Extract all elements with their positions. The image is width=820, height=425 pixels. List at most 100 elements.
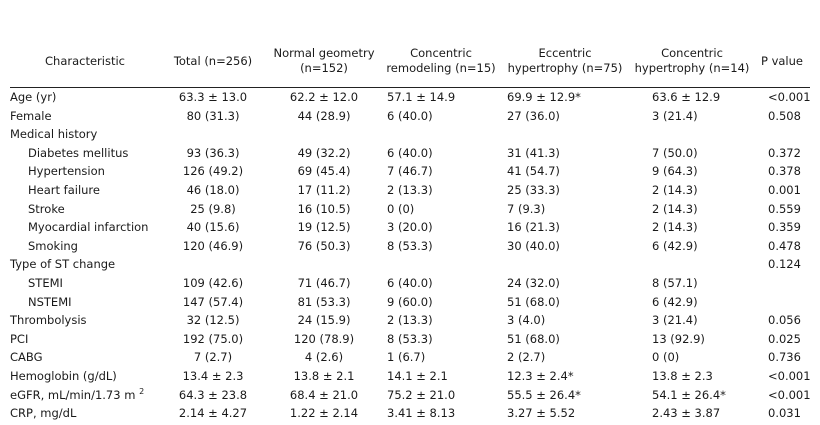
- cell-concentric-hypertrophy: 6 (42.9): [652, 294, 698, 309]
- header-total: Total (n=256): [173, 53, 253, 68]
- row-label-text: Heart failure: [28, 182, 100, 197]
- table-row: CABG 7 (2.7) 4 (2.6) 1 (6.7) 2 (2.7) 0 (0) 0.7…: [10, 348, 810, 367]
- cell-eccentric-hypertrophy: 31 (41.3): [507, 145, 560, 160]
- row-label-text: CABG: [10, 350, 43, 365]
- table-row: Medical history: [10, 125, 810, 144]
- cell-eccentric-hypertrophy: 25 (33.3): [507, 182, 560, 197]
- cell-normal-geometry: 1.22 ± 2.14: [289, 406, 359, 421]
- cell-normal-geometry: 19 (12.5): [297, 220, 351, 235]
- cell-normal-geometry: 69 (45.4): [297, 164, 351, 179]
- cell-eccentric-hypertrophy: 3.27 ± 5.52: [507, 406, 576, 421]
- cell-p-value: <0.001: [768, 368, 811, 383]
- cell-total: 64.3 ± 23.8: [178, 387, 248, 402]
- cell-total: 32 (12.5): [186, 313, 240, 328]
- table-row: NSTEMI 147 (57.4) 81 (53.3) 9 (60.0) 51 (68.…: [10, 293, 810, 312]
- table-header: Characteristic Total (n=256) Normal geom…: [10, 35, 810, 88]
- cell-concentric-hypertrophy: 3 (21.4): [652, 313, 698, 328]
- row-label: Female: [10, 107, 52, 126]
- row-label-text: PCI: [10, 331, 29, 346]
- row-label: Stroke: [28, 200, 65, 219]
- cell-normal-geometry: 24 (15.9): [297, 313, 351, 328]
- row-label: Type of ST change: [10, 255, 115, 274]
- row-label: Hemoglobin (g/dL): [10, 367, 117, 386]
- cell-total: 80 (31.3): [186, 108, 240, 123]
- cell-total: 63.3 ± 13.0: [178, 90, 248, 104]
- cell-total: 2.14 ± 4.27: [178, 406, 248, 421]
- table-row: Diabetes mellitus 93 (36.3) 49 (32.2) 6 (40…: [10, 144, 810, 163]
- cell-p-value: 0.001: [768, 182, 801, 197]
- row-label: Thrombolysis: [10, 311, 87, 330]
- cell-p-value: 0.372: [768, 145, 801, 160]
- cell-total: 126 (49.2): [182, 164, 244, 179]
- cell-normal-geometry: 81 (53.3): [297, 294, 351, 309]
- cell-concentric-remodeling: 9 (60.0): [387, 294, 433, 309]
- cell-concentric-hypertrophy: 8 (57.1): [652, 275, 698, 290]
- row-label-text: Thrombolysis: [10, 313, 87, 328]
- table-row: Hypertension 126 (49.2) 69 (45.4) 7 (46.7) 4…: [10, 162, 810, 181]
- cell-concentric-remodeling: 6 (40.0): [387, 108, 433, 123]
- cell-p-value: 0.478: [768, 238, 801, 253]
- table-row: Type of ST change 0.124: [10, 255, 810, 274]
- row-label-text: Stroke: [28, 201, 65, 216]
- row-label-text: NSTEMI: [28, 294, 72, 309]
- cell-eccentric-hypertrophy: 41 (54.7): [507, 164, 560, 179]
- cell-concentric-remodeling: 7 (46.7): [387, 164, 433, 179]
- header-concentric-remodeling: Concentric remodeling (n=15): [386, 46, 496, 75]
- row-label: Medical history: [10, 125, 97, 144]
- row-label-text: Medical history: [10, 127, 98, 142]
- cell-eccentric-hypertrophy: 24 (32.0): [507, 275, 560, 290]
- cell-concentric-remodeling: 1 (6.7): [387, 350, 426, 365]
- cell-concentric-remodeling: 14.1 ± 2.1: [387, 368, 448, 383]
- cell-total: 93 (36.3): [186, 145, 240, 160]
- row-label-text: eGFR, mL/min/1.73 m: [10, 387, 136, 402]
- cell-concentric-remodeling: 8 (53.3): [387, 331, 433, 346]
- cell-normal-geometry: 71 (46.7): [297, 275, 351, 290]
- row-label-text: Myocardial infarction: [28, 220, 149, 235]
- row-label: CABG: [10, 348, 43, 367]
- cell-normal-geometry: 76 (50.3): [297, 238, 351, 253]
- cell-concentric-hypertrophy: 63.6 ± 12.9: [652, 90, 721, 104]
- cell-eccentric-hypertrophy: 51 (68.0): [507, 294, 560, 309]
- cell-concentric-hypertrophy: 6 (42.9): [652, 238, 698, 253]
- row-label: Diabetes mellitus: [28, 144, 128, 163]
- cell-concentric-remodeling: 75.2 ± 21.0: [387, 387, 456, 402]
- row-label-text: Age (yr): [10, 90, 57, 104]
- row-label-text: Diabetes mellitus: [28, 145, 129, 160]
- row-label-superscript: 2: [139, 386, 145, 396]
- cell-total: 46 (18.0): [186, 182, 240, 197]
- cell-p-value: 0.736: [768, 350, 801, 365]
- cell-total: 109 (42.6): [182, 275, 244, 290]
- cell-p-value: <0.001: [768, 387, 811, 402]
- table-row: Smoking 120 (46.9) 76 (50.3) 8 (53.3) 30 (40…: [10, 237, 810, 256]
- cell-p-value: 0.124: [768, 257, 801, 272]
- cell-total: [170, 255, 256, 274]
- header-eccentric-hypertrophy: Eccentric hypertrophy (n=75): [507, 46, 623, 75]
- cell-normal-geometry: 16 (10.5): [297, 201, 351, 216]
- cell-total: 25 (9.8): [190, 201, 236, 216]
- table-row: Hemoglobin (g/dL) 13.4 ± 2.3 13.8 ± 2.1 14.…: [10, 367, 811, 386]
- cell-concentric-hypertrophy: 2 (14.3): [652, 220, 698, 235]
- cell-concentric-hypertrophy: 54.1 ± 26.4*: [652, 387, 726, 402]
- cell-concentric-remodeling: 6 (40.0): [387, 145, 433, 160]
- cell-concentric-hypertrophy: 9 (64.3): [652, 164, 698, 179]
- cell-total: 147 (57.4): [182, 294, 244, 309]
- cell-eccentric-hypertrophy: 3 (4.0): [507, 313, 546, 328]
- table-row: eGFR, mL/min/1.73 m 2 64.3 ± 23.8 68.4 ± 2…: [10, 386, 811, 405]
- header-characteristic: Characteristic: [45, 53, 125, 68]
- row-label: PCI: [10, 330, 28, 349]
- row-label-text: CRP, mg/dL: [10, 406, 77, 421]
- cell-concentric-hypertrophy: 0 (0): [652, 350, 680, 365]
- row-label-text: Hypertension: [28, 164, 105, 179]
- cell-eccentric-hypertrophy: 30 (40.0): [507, 238, 560, 253]
- cell-p-value: <0.001: [768, 90, 811, 104]
- table-row: Stroke 25 (9.8) 16 (10.5) 0 (0) 7 (9.3) 2 (14…: [10, 200, 810, 219]
- cell-concentric-remodeling: 3 (20.0): [387, 220, 433, 235]
- cell-p-value: 0.559: [768, 201, 801, 216]
- cell-total: 13.4 ± 2.3: [182, 368, 244, 383]
- cell-normal-geometry: [278, 255, 370, 274]
- row-label-text: Smoking: [28, 238, 78, 253]
- row-label-text: Female: [10, 108, 52, 123]
- cell-concentric-hypertrophy: 7 (50.0): [652, 145, 698, 160]
- cell-concentric-hypertrophy: 13 (92.9): [652, 331, 705, 346]
- cell-total: 40 (15.6): [186, 220, 240, 235]
